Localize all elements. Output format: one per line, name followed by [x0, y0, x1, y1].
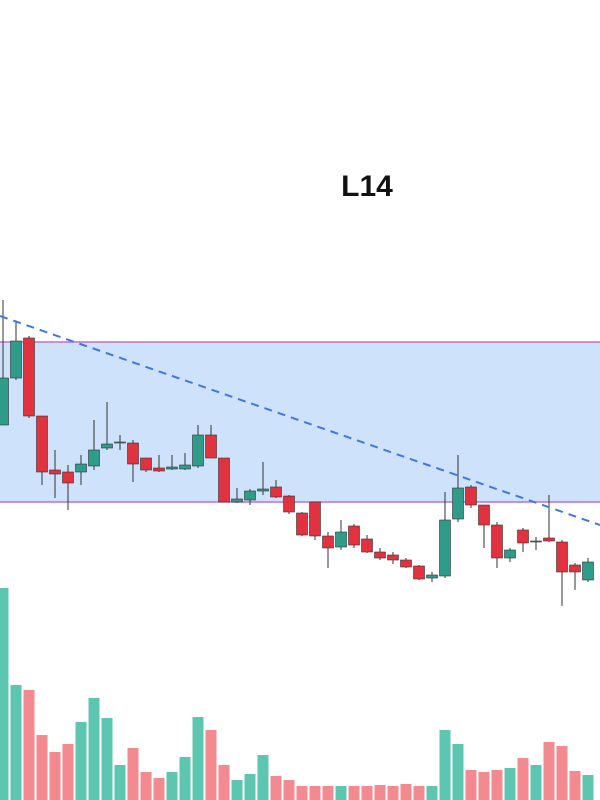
candle-body	[179, 464, 191, 470]
volume-bar	[101, 718, 113, 800]
volume-bar	[426, 786, 438, 800]
candle-body	[543, 537, 555, 542]
volume-bar	[413, 786, 425, 800]
volume-bar	[556, 746, 568, 800]
volume-bar	[244, 774, 256, 800]
volume-bar	[283, 780, 295, 800]
volume-bar	[517, 758, 529, 800]
candle-body	[439, 519, 451, 577]
volume-bar	[88, 698, 100, 800]
volume-bar	[179, 757, 191, 800]
volume-bar	[504, 768, 516, 800]
candle-body	[400, 559, 412, 568]
volume-bar	[582, 775, 594, 800]
volume-bar	[62, 744, 74, 800]
candle-body	[166, 466, 178, 470]
volume-bar	[374, 785, 386, 800]
volume-bar	[10, 685, 22, 800]
candle-body	[23, 337, 35, 417]
candle-body	[270, 486, 282, 498]
volume-bar	[166, 772, 178, 800]
zone	[0, 342, 600, 502]
candle-body	[0, 377, 9, 426]
candle-body	[36, 415, 48, 473]
volume-bar	[530, 765, 542, 800]
candle-body	[426, 574, 438, 579]
volume-bar	[75, 722, 87, 800]
candle-body	[361, 538, 373, 553]
candle-body	[387, 554, 399, 561]
volume-bar	[23, 690, 35, 800]
candle-body	[491, 524, 503, 559]
candle-body	[49, 469, 61, 475]
volume-bar	[387, 786, 399, 800]
volume-bar	[114, 765, 126, 800]
candle-body	[218, 457, 230, 503]
volume-bar	[361, 786, 373, 800]
candle-body	[452, 487, 464, 520]
volume-bar	[569, 771, 581, 800]
volume-bar	[127, 748, 139, 800]
candle-body	[504, 549, 516, 559]
volume-bar	[153, 778, 165, 800]
candle-body	[478, 504, 490, 526]
candle-body	[114, 441, 126, 444]
candle-body	[244, 490, 256, 501]
candle-body	[465, 486, 477, 506]
candle-body	[88, 449, 100, 467]
volume-bar	[49, 752, 61, 800]
volume-bar	[452, 744, 464, 800]
volume-bar	[400, 784, 412, 800]
candle-body	[569, 564, 581, 573]
candle-body	[309, 501, 321, 537]
candle-body	[374, 551, 386, 559]
candle-body	[140, 457, 152, 471]
candle-body	[413, 565, 425, 580]
candle-body	[205, 434, 217, 459]
candle-body	[283, 495, 295, 513]
candle-body	[153, 467, 165, 472]
chart-title: L14	[341, 170, 393, 203]
candle-body	[192, 434, 204, 467]
candle-body	[296, 512, 308, 536]
candle-body	[75, 463, 87, 473]
candle-body	[257, 488, 269, 492]
volume-bar	[491, 770, 503, 800]
volume-bar	[257, 755, 269, 800]
trendline	[0, 315, 600, 526]
volume-bar	[322, 786, 334, 800]
volume-bar	[0, 588, 9, 800]
candle-body	[322, 535, 334, 549]
candle-body	[62, 471, 74, 484]
volume-bar	[36, 735, 48, 800]
volume-bar	[309, 786, 321, 800]
candle-body	[348, 525, 360, 546]
volume-bar	[205, 730, 217, 800]
volume-bar	[543, 742, 555, 800]
volume-bar	[192, 717, 204, 800]
candle-body	[231, 498, 243, 503]
volume-bar	[439, 730, 451, 800]
candle-body	[101, 443, 113, 449]
candle-body	[530, 540, 542, 543]
volume-bar	[296, 786, 308, 800]
candle-body	[10, 340, 22, 379]
candle-body	[335, 531, 347, 548]
volume-bar	[348, 786, 360, 800]
volume-bar	[478, 772, 490, 800]
candle-body	[556, 541, 568, 573]
candle-body	[127, 442, 139, 465]
candle-body	[582, 561, 594, 581]
volume-bar	[335, 786, 347, 800]
volume-bar	[140, 772, 152, 800]
volume-bar	[218, 765, 230, 800]
volume-bar	[231, 780, 243, 800]
volume-bar	[465, 770, 477, 800]
candle-body	[517, 529, 529, 544]
volume-bar	[270, 776, 282, 800]
